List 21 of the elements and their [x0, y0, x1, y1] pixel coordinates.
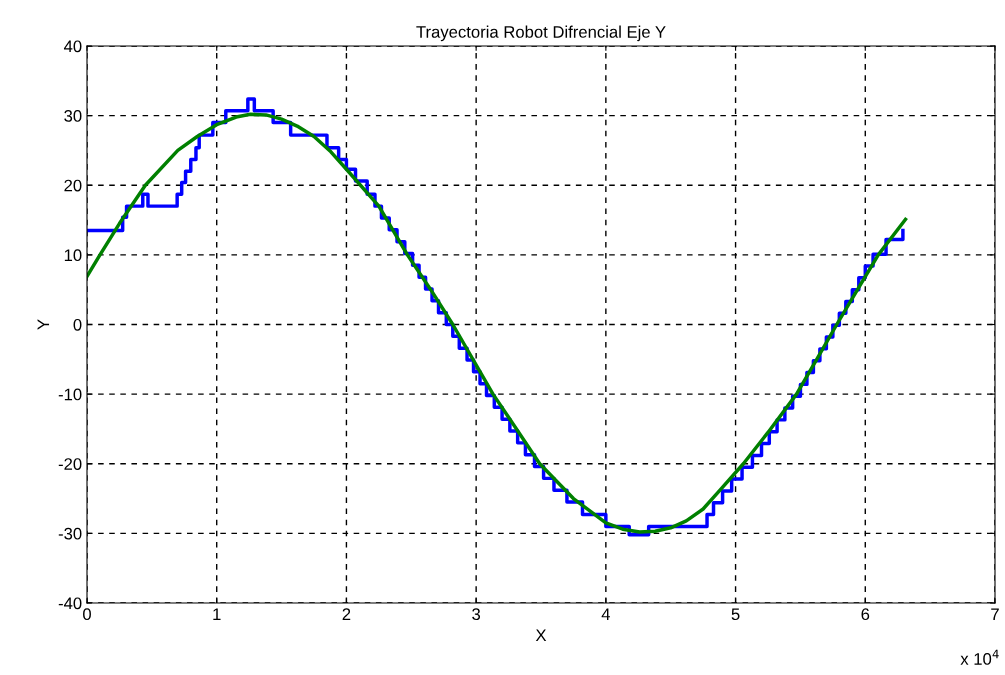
x-tick-label: 0	[83, 608, 91, 621]
x-tick-label: 4	[601, 608, 610, 620]
chart-title: Trayectoria Robot Difrencial Eje Y	[416, 25, 666, 42]
x-tick-label: 6	[861, 608, 870, 621]
x-axis-title: X	[535, 629, 547, 642]
x-tick-label: 2	[342, 608, 351, 620]
text: x 10$^{4}$	[960, 649, 999, 665]
y-tick-label: 30	[64, 110, 82, 122]
x-tick-label: 1	[213, 608, 221, 620]
y-tick-label: 10	[64, 249, 82, 262]
y-tick-label: -30	[58, 527, 82, 540]
x-tick-label: 5	[731, 608, 740, 621]
x-tick-label: 3	[472, 608, 481, 621]
y-tick-label: 20	[64, 179, 82, 192]
y-tick-label: -40	[58, 597, 82, 610]
y-tick-label: 0	[73, 318, 82, 331]
x-tick-label: 7	[991, 608, 999, 620]
y-tick-label: -10	[58, 388, 82, 401]
y-axis-title: Y	[37, 319, 50, 330]
y-tick-label: 40	[63, 40, 82, 53]
y-tick-label: -20	[58, 458, 82, 470]
